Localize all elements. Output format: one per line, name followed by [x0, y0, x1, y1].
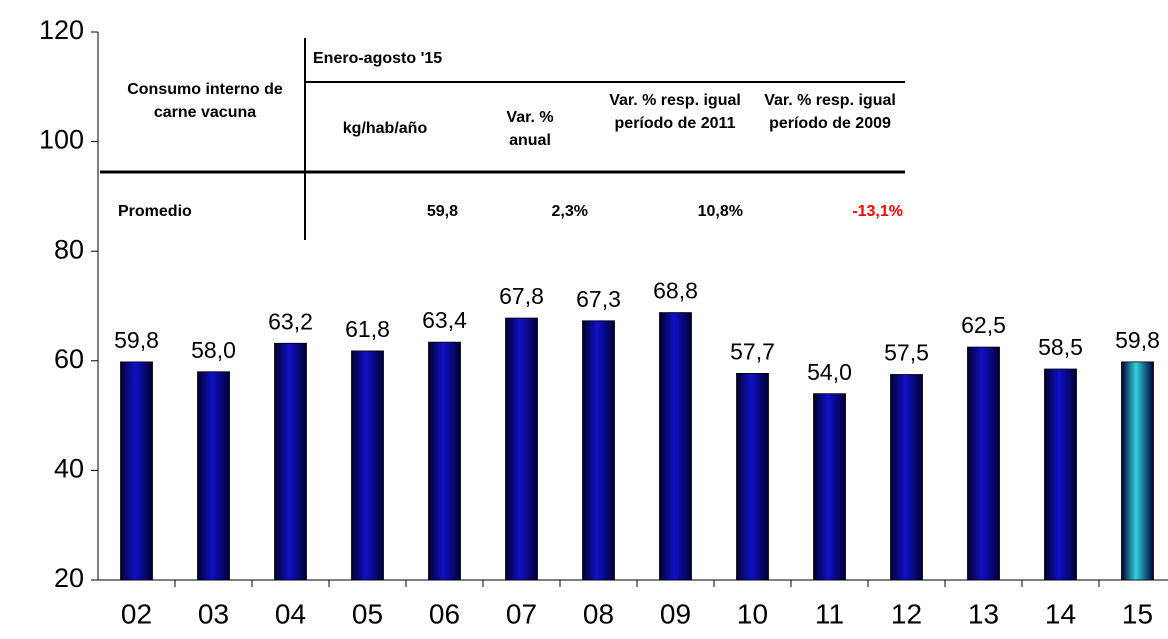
x-tick-label: 08 [583, 598, 614, 629]
data-label: 58,0 [191, 337, 236, 363]
x-tick-label: 03 [198, 598, 229, 629]
cell: 10,8% [697, 203, 743, 220]
row-label: Promedio [118, 203, 192, 220]
x-tick-label: 10 [737, 598, 768, 629]
bar [1044, 368, 1077, 581]
x-tick-label: 05 [352, 598, 383, 629]
x-tick-label: 14 [1045, 598, 1076, 629]
bar [890, 374, 923, 581]
bar [274, 342, 307, 581]
bar [582, 320, 615, 581]
bar [813, 393, 846, 581]
bar [1121, 361, 1154, 581]
bar [120, 361, 153, 581]
column-header: Var. % resp. igual período de 2011 [609, 92, 741, 132]
y-tick-label: 20 [54, 563, 84, 593]
x-tick-label: 13 [968, 598, 999, 629]
y-tick-label: 120 [39, 15, 84, 45]
data-label: 59,8 [1115, 327, 1160, 353]
data-label: 57,5 [884, 340, 929, 366]
bar [505, 317, 538, 581]
bar [428, 341, 461, 581]
data-label: 61,8 [345, 316, 390, 342]
data-label: 59,8 [114, 327, 159, 353]
data-label: 63,2 [268, 308, 313, 334]
x-tick-label: 09 [660, 598, 691, 629]
x-tick-label: 06 [429, 598, 460, 629]
data-label: 68,8 [653, 278, 698, 304]
bar [197, 371, 230, 581]
y-tick-label: 100 [39, 125, 84, 155]
cell: 59,8 [426, 203, 458, 220]
x-tick-label: 12 [891, 598, 922, 629]
x-tick-label: 07 [506, 598, 537, 629]
y-tick-label: 60 [54, 344, 84, 374]
x-tick-label: 15 [1122, 598, 1153, 629]
bar [659, 312, 692, 581]
bar [351, 350, 384, 581]
y-tick-label: 80 [54, 234, 84, 264]
data-label: 54,0 [807, 359, 852, 385]
column-header: Var. % anual [506, 109, 554, 149]
column-header: kg/hab/año [342, 120, 428, 137]
data-label: 63,4 [422, 307, 467, 333]
y-tick-label: 40 [54, 454, 84, 484]
cell: 2,3% [551, 203, 588, 220]
x-tick-label: 02 [121, 598, 152, 629]
x-tick-label: 11 [815, 598, 844, 629]
bar [967, 346, 1000, 581]
row-header: Consumo interno de carne vacuna [127, 81, 283, 121]
data-label: 67,3 [576, 286, 621, 312]
data-label: 67,8 [499, 283, 544, 309]
bar [736, 373, 769, 581]
x-tick-label: 04 [275, 598, 306, 629]
group-header: Enero-agosto '15 [313, 50, 443, 67]
data-label: 62,5 [961, 312, 1006, 338]
data-label: 57,7 [730, 338, 775, 364]
cell: -13,1% [852, 203, 903, 220]
column-header: Var. % resp. igual período de 2009 [764, 92, 896, 132]
data-label: 58,5 [1038, 334, 1083, 360]
